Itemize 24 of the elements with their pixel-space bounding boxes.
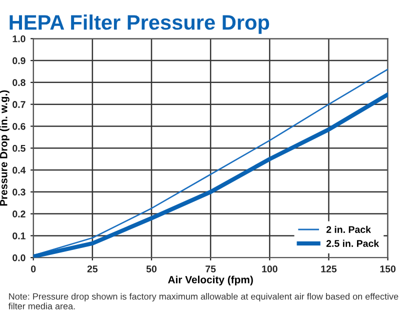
y-tick-label: 0.8 xyxy=(12,79,26,86)
y-tick-label: 0.2 xyxy=(12,210,26,218)
legend-label: 2 in. Pack xyxy=(326,226,371,234)
legend-label: 2.5 in. Pack xyxy=(326,240,380,247)
x-tick-label: 25 xyxy=(87,265,98,272)
x-axis-title: Air Velocity (fpm) xyxy=(168,276,253,286)
x-tick-label: 50 xyxy=(146,265,157,272)
y-tick-label: 0.4 xyxy=(12,166,26,174)
y-axis-title: Pressure Drop (in. w.g.) xyxy=(0,90,10,206)
y-tick-label: 0.9 xyxy=(12,57,26,64)
x-tick-label: 100 xyxy=(262,265,278,272)
x-tick-label: 150 xyxy=(380,265,396,272)
x-tick-label: 0 xyxy=(31,265,36,272)
y-tick-label: 0.5 xyxy=(12,144,26,152)
y-tick-label: 0.1 xyxy=(12,232,26,240)
y-tick-label: 0.7 xyxy=(12,101,26,108)
x-tick-label: 75 xyxy=(206,266,216,272)
y-tick-label: 0.6 xyxy=(12,122,26,130)
text: Note: Pressure drop shown is factory maximum allowable at equivalent air flow based on effective filter media area. xyxy=(8,293,398,310)
y-tick-label: 0.0 xyxy=(12,254,26,262)
chart-title: HEPA Filter Pressure Drop xyxy=(10,14,270,34)
y-tick-label: 1.0 xyxy=(12,35,26,42)
y-tick-label: 0.3 xyxy=(12,188,26,196)
x-tick-label: 125 xyxy=(321,265,337,272)
